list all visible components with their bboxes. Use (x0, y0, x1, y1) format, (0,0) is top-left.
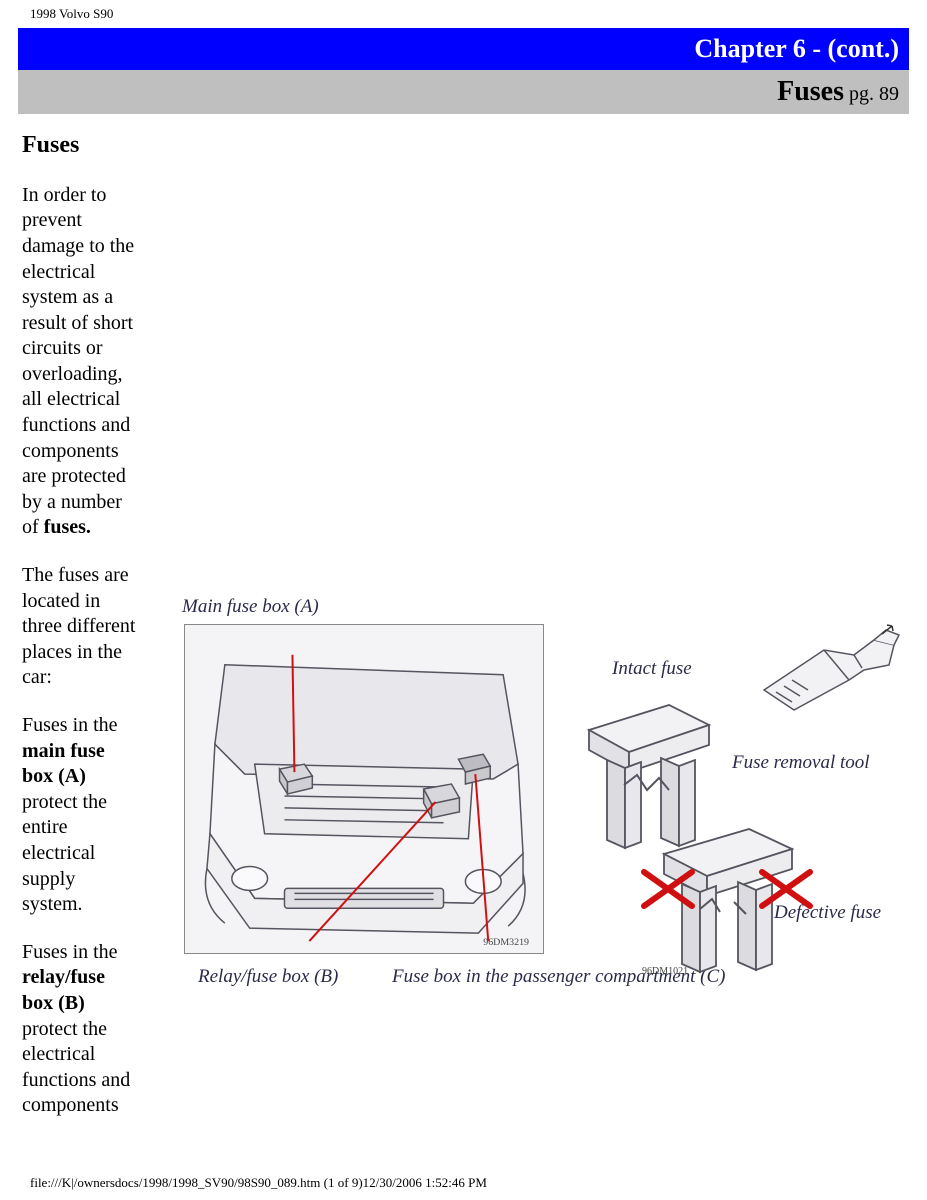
fuse-removal-tool-icon (754, 620, 904, 720)
footer-path: file:///K|/ownersdocs/1998/1998_SV90/98S… (0, 1141, 927, 1199)
paragraph-1: In order to prevent damage to the electr… (22, 183, 140, 541)
body-text-column: Fuses In order to prevent damage to the … (22, 124, 140, 1141)
diagram-id-right: 96DM1021 (642, 966, 688, 977)
label-fuse-removal-tool: Fuse removal tool (732, 752, 870, 774)
diagram-column: Main fuse box (A) (140, 604, 909, 994)
section-bar: Fuses pg. 89 (18, 70, 909, 114)
fuse-diagram: Main fuse box (A) (164, 604, 904, 994)
label-intact-fuse: Intact fuse (612, 658, 692, 680)
defective-fuse-icon: 96DM1021 (634, 814, 814, 984)
doc-title: 1998 Volvo S90 (0, 0, 927, 28)
body-heading: Fuses (22, 130, 140, 161)
car-illustration: 96DM3219 (184, 624, 544, 954)
chapter-bar: Chapter 6 - (cont.) (18, 28, 909, 70)
label-main-fuse-box: Main fuse box (A) (182, 596, 319, 618)
page-number: pg. 89 (849, 83, 899, 105)
label-relay-fuse-box: Relay/fuse box (B) (198, 966, 338, 988)
paragraph-4: Fuses in the relay/fuse box (B) protect … (22, 940, 140, 1119)
diagram-id-left: 96DM3219 (483, 937, 529, 948)
paragraph-3: Fuses in the main fuse box (A) protect t… (22, 713, 140, 918)
section-title: Fuses (777, 76, 844, 107)
paragraph-2: The fuses are located in three different… (22, 563, 140, 691)
